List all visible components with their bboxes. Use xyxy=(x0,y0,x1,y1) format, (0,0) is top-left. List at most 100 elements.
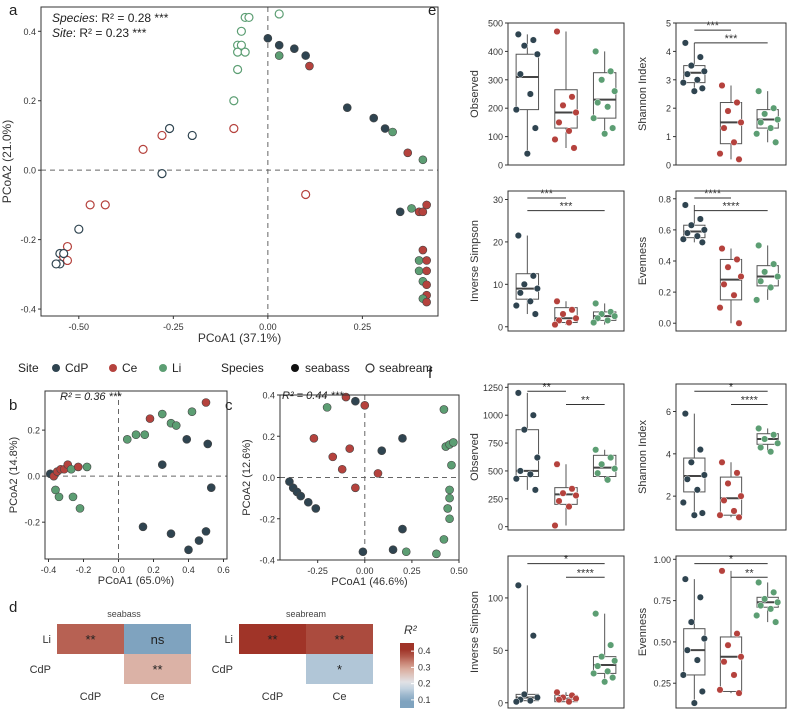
data-point xyxy=(735,689,743,697)
data-point xyxy=(761,595,769,603)
data-point xyxy=(62,255,73,266)
data-point xyxy=(698,238,706,246)
data-point xyxy=(737,118,745,126)
data-point xyxy=(85,200,95,210)
data-point xyxy=(526,297,534,305)
data-point xyxy=(568,306,576,314)
data-point xyxy=(598,460,606,468)
data-point xyxy=(523,150,531,158)
y-tick-label: 1.00 xyxy=(653,555,671,565)
data-point xyxy=(418,155,428,165)
data-point xyxy=(774,598,782,606)
y-axis-title: Inverse Simpson xyxy=(469,220,481,302)
site-legend-label: Li xyxy=(172,361,181,375)
data-point xyxy=(233,47,243,57)
species-legend-label: seabream xyxy=(379,361,432,375)
heatmap-cell xyxy=(124,654,191,684)
data-point xyxy=(59,248,69,259)
plot-frame xyxy=(675,383,787,531)
data-point xyxy=(140,430,150,440)
box xyxy=(515,53,540,111)
data-point xyxy=(733,255,741,263)
box-group-Ce xyxy=(551,27,580,152)
data-point xyxy=(737,653,745,661)
y-tick-label: 1250 xyxy=(483,383,503,393)
data-point xyxy=(757,277,765,285)
colorbar-tick-label: 0.4 xyxy=(418,646,431,656)
data-point xyxy=(609,674,617,682)
data-point xyxy=(683,475,691,483)
data-point xyxy=(604,316,612,324)
box-group-Li xyxy=(753,578,782,626)
data-point xyxy=(516,70,524,78)
y-tick-label: 0.2 xyxy=(262,432,275,442)
significance-label: ** xyxy=(542,381,551,393)
data-point xyxy=(607,454,615,462)
heatmap-col-label: CdP xyxy=(80,691,101,703)
x-tick-label: 0.4 xyxy=(182,565,195,575)
y-tick-label: 20 xyxy=(493,237,503,247)
data-point xyxy=(568,485,576,493)
data-point xyxy=(445,493,454,503)
box-group-Li xyxy=(753,241,782,304)
data-point xyxy=(309,434,319,443)
data-point xyxy=(737,273,745,281)
data-point xyxy=(516,467,524,475)
data-point xyxy=(770,104,778,112)
data-point xyxy=(171,421,181,430)
plot-frame xyxy=(675,22,787,166)
data-point xyxy=(360,401,370,410)
data-point xyxy=(422,280,431,290)
plot-frame xyxy=(507,383,625,531)
colorbar-tick-label: 0.2 xyxy=(418,679,431,689)
data-point xyxy=(601,130,609,138)
data-point xyxy=(122,435,132,444)
boxplot-f-observed: ** ** 0 250 500 750 1000 1250 Observed xyxy=(469,381,625,532)
y-tick-label: 500 xyxy=(488,19,503,29)
data-point xyxy=(414,266,424,276)
data-point xyxy=(398,524,407,534)
data-point xyxy=(735,319,743,327)
data-point xyxy=(716,511,724,519)
data-point xyxy=(716,686,724,694)
data-point xyxy=(51,485,60,495)
data-point xyxy=(100,200,110,210)
data-point xyxy=(716,150,724,158)
box-group-Ce xyxy=(551,460,580,530)
data-point xyxy=(559,489,567,497)
heatmap-row-label: Li xyxy=(42,634,51,646)
data-point xyxy=(531,486,539,494)
data-point xyxy=(73,462,83,472)
data-point xyxy=(201,527,211,536)
data-point xyxy=(555,497,563,505)
data-point xyxy=(418,245,428,255)
data-point xyxy=(679,235,687,243)
data-point xyxy=(422,266,431,276)
data-point xyxy=(274,51,284,60)
data-point xyxy=(520,280,528,288)
data-point xyxy=(553,27,561,36)
data-point xyxy=(229,96,239,106)
data-point xyxy=(772,138,780,146)
data-point xyxy=(718,81,726,90)
data-point xyxy=(445,514,454,524)
data-point xyxy=(565,127,573,135)
data-point xyxy=(687,458,695,466)
data-point xyxy=(601,678,609,686)
y-tick-label: 3 xyxy=(666,75,671,85)
box-group-Li xyxy=(590,610,619,686)
data-point xyxy=(770,260,778,268)
data-point xyxy=(184,545,193,555)
significance-label: **** xyxy=(704,188,722,200)
plot-frame xyxy=(507,22,625,166)
y-tick-label: 100 xyxy=(488,593,503,603)
data-point xyxy=(551,521,559,530)
data-point xyxy=(157,409,167,419)
y-axis-title: PCoA2 (14.8%) xyxy=(8,437,20,513)
data-point xyxy=(512,475,520,483)
data-point xyxy=(526,697,534,705)
data-point xyxy=(693,232,701,240)
heatmap-row-label: CdP xyxy=(212,664,233,676)
